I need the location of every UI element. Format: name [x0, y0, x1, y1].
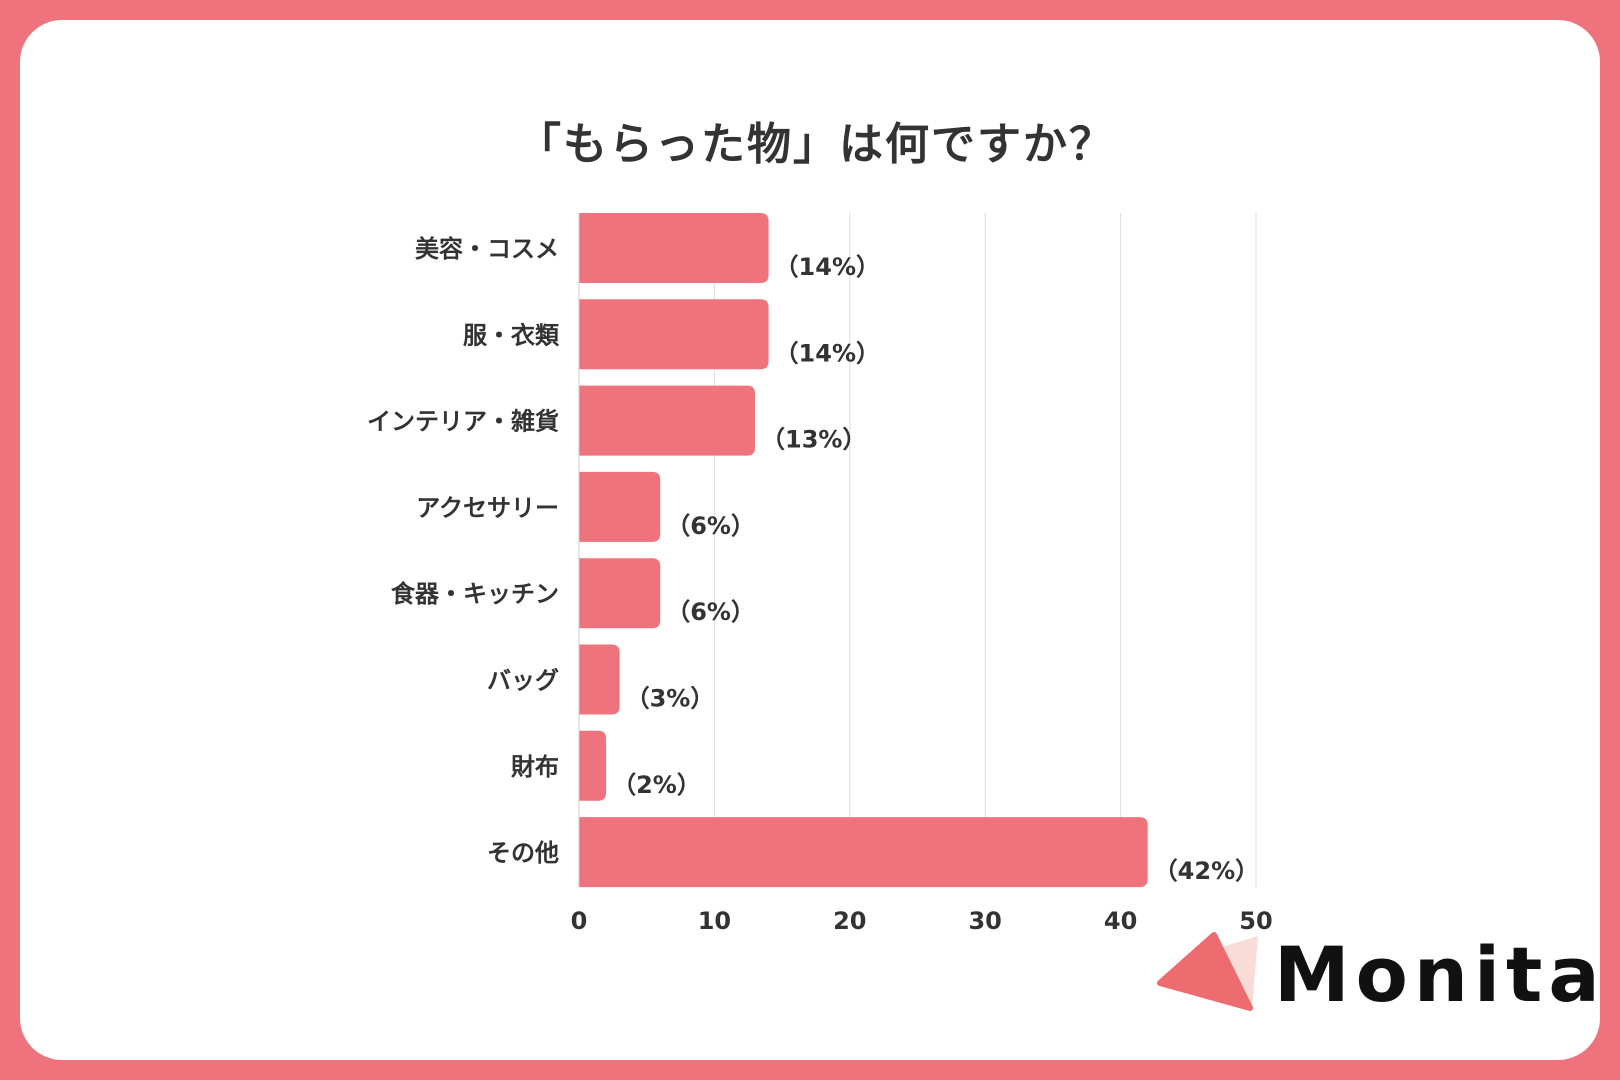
bar [579, 213, 769, 283]
data-label: （13%） [761, 426, 866, 454]
category-label: 財布 [511, 753, 559, 781]
bar [579, 299, 769, 370]
category-label: 美容・コスメ [415, 235, 559, 263]
data-label: （14%） [775, 253, 880, 281]
bar [579, 385, 756, 456]
category-label: その他 [487, 839, 559, 867]
chart-title: 「もらった物」は何ですか？ [517, 119, 1115, 170]
category-label: アクセサリー [416, 494, 559, 522]
bar [579, 817, 1148, 888]
data-label: （42%） [1154, 857, 1259, 885]
data-label: （6%） [666, 512, 755, 540]
bar [579, 471, 661, 542]
data-label: （3%） [626, 685, 715, 713]
bar [579, 558, 661, 629]
x-tick-label: 40 [1104, 907, 1137, 935]
data-label: （14%） [775, 339, 880, 367]
data-label: （2%） [612, 771, 701, 799]
x-tick-label: 30 [968, 907, 1001, 935]
bar [579, 644, 620, 715]
bar [579, 730, 607, 801]
category-label: 食器・キッチン [391, 580, 559, 608]
category-label: バッグ [487, 667, 559, 695]
category-label: インテリア・雑貨 [367, 408, 559, 436]
x-tick-label: 0 [571, 907, 588, 935]
category-label: 服・衣類 [463, 321, 560, 349]
x-tick-label: 50 [1239, 907, 1272, 935]
monita-logo-text: Monita [1274, 930, 1606, 1019]
x-tick-label: 10 [698, 907, 731, 935]
x-tick-label: 20 [833, 907, 866, 935]
data-label: （6%） [666, 598, 755, 626]
